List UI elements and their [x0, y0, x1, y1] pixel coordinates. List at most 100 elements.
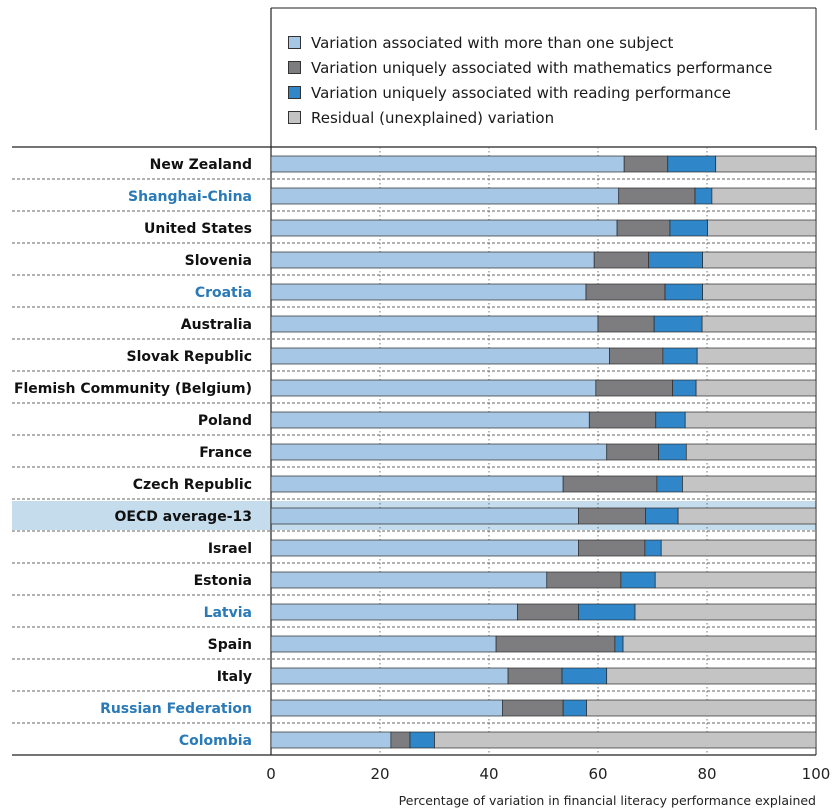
bar-segment-math	[593, 251, 650, 269]
bar-segment-shared	[270, 155, 625, 173]
country-label: Estonia	[194, 573, 252, 589]
bar-segment-shared	[270, 411, 590, 429]
bar-segment-residual	[677, 507, 817, 525]
bar-segment-shared	[270, 187, 620, 205]
bar-segment-reading	[694, 187, 713, 205]
bar-segment-math	[623, 155, 669, 173]
legend-label-math: Variation uniquely associated with mathe…	[311, 58, 773, 77]
bar-segment-shared	[270, 475, 564, 493]
country-label: Spain	[208, 637, 252, 653]
bar-segment-shared	[270, 699, 503, 717]
legend-item-residual: Residual (unexplained) variation	[288, 105, 772, 130]
x-tick-label: 60	[588, 765, 607, 783]
legend-swatch-math	[288, 61, 301, 74]
bar-segment-math	[546, 571, 622, 589]
bar-segment-reading	[655, 411, 686, 429]
bar-segment-shared	[270, 443, 608, 461]
bar-segment-math	[597, 315, 655, 333]
bar-segment-shared	[270, 379, 597, 397]
bar-segment-residual	[586, 699, 817, 717]
country-label: Israel	[208, 541, 252, 557]
bar-segment-shared	[270, 731, 392, 749]
bar-segment-math	[585, 283, 666, 301]
country-label: Slovenia	[185, 253, 252, 269]
country-labels: New Zealand Shanghai-China United States Sl…	[14, 157, 252, 749]
country-label: Czech Republic	[133, 477, 252, 493]
bar-segment-shared	[270, 667, 509, 685]
country-label: France	[199, 445, 252, 461]
bar-segment-reading	[561, 667, 608, 685]
bar-segment-residual	[695, 379, 817, 397]
bar-segment-reading	[645, 507, 679, 525]
bar-segment-residual	[715, 155, 817, 173]
bar-segment-residual	[654, 571, 817, 589]
legend-swatch-residual	[288, 111, 301, 124]
x-axis: 0 20 40 60 80 100	[266, 765, 830, 783]
bar-segment-residual	[606, 667, 817, 685]
bar-segment-reading	[669, 219, 708, 237]
country-label: Croatia	[195, 285, 252, 301]
bar-segment-math	[390, 731, 411, 749]
bar-segment-math	[507, 667, 563, 685]
x-tick-label: 20	[370, 765, 389, 783]
bar-segment-math	[616, 219, 671, 237]
bar-segment-reading	[578, 603, 636, 621]
bar-segment-residual	[622, 635, 817, 653]
bar-segment-residual	[711, 187, 817, 205]
bar-segment-residual	[634, 603, 817, 621]
bar-segment-math	[588, 411, 657, 429]
bar-segment-reading	[672, 379, 697, 397]
bar-segment-math	[502, 699, 564, 717]
country-label: Russian Federation	[100, 701, 252, 717]
legend-item-shared: Variation associated with more than one …	[288, 30, 772, 55]
bar-segment-shared	[270, 347, 610, 365]
row-separators	[12, 178, 816, 724]
bar-segment-reading	[620, 571, 656, 589]
bar-segment-reading	[409, 731, 435, 749]
country-label: Latvia	[204, 605, 252, 621]
legend-swatch-reading	[288, 86, 301, 99]
bar-segment-residual	[702, 283, 817, 301]
x-tick-label: 40	[479, 765, 498, 783]
bar-segment-shared	[270, 251, 595, 269]
legend-label-residual: Residual (unexplained) variation	[311, 108, 555, 127]
legend-label-reading: Variation uniquely associated with readi…	[311, 83, 731, 102]
legend-item-reading: Variation uniquely associated with readi…	[288, 80, 772, 105]
bar-segment-math	[578, 539, 646, 557]
bar-segment-residual	[702, 251, 817, 269]
bar-segment-reading	[614, 635, 624, 653]
bar-segment-reading	[664, 283, 703, 301]
legend: Variation associated with more than one …	[288, 30, 772, 130]
bar-segment-reading	[662, 347, 698, 365]
bar-segment-residual	[660, 539, 817, 557]
country-label: Shanghai-China	[128, 189, 252, 205]
legend-swatch-shared	[288, 36, 301, 49]
bar-segment-reading	[667, 155, 717, 173]
bar-segment-math	[578, 507, 646, 525]
legend-label-shared: Variation associated with more than one …	[311, 33, 674, 52]
bar-segment-residual	[701, 315, 817, 333]
country-label: Poland	[198, 413, 252, 429]
bar-segment-shared	[270, 539, 579, 557]
bar-segment-reading	[653, 315, 703, 333]
country-label: Australia	[181, 317, 252, 333]
bar-segment-math	[595, 379, 674, 397]
bar-segment-reading	[562, 699, 587, 717]
x-tick-label: 0	[266, 765, 276, 783]
bar-segment-reading	[656, 475, 683, 493]
bar-segment-shared	[270, 571, 548, 589]
bar-segment-shared	[270, 219, 618, 237]
x-tick-label: 80	[697, 765, 716, 783]
bar-segment-reading	[658, 443, 687, 461]
bar-segment-shared	[270, 315, 599, 333]
bar-segment-shared	[270, 507, 579, 525]
bar-segment-shared	[270, 283, 587, 301]
bar-segment-residual	[434, 731, 817, 749]
bar-segment-residual	[684, 411, 817, 429]
x-axis-title: Percentage of variation in financial lit…	[399, 793, 816, 808]
country-label: Flemish Community (Belgium)	[14, 381, 252, 397]
bar-segment-residual	[685, 443, 817, 461]
bar-segment-math	[495, 635, 616, 653]
country-label: Slovak Republic	[127, 349, 252, 365]
bar-segment-residual	[696, 347, 817, 365]
